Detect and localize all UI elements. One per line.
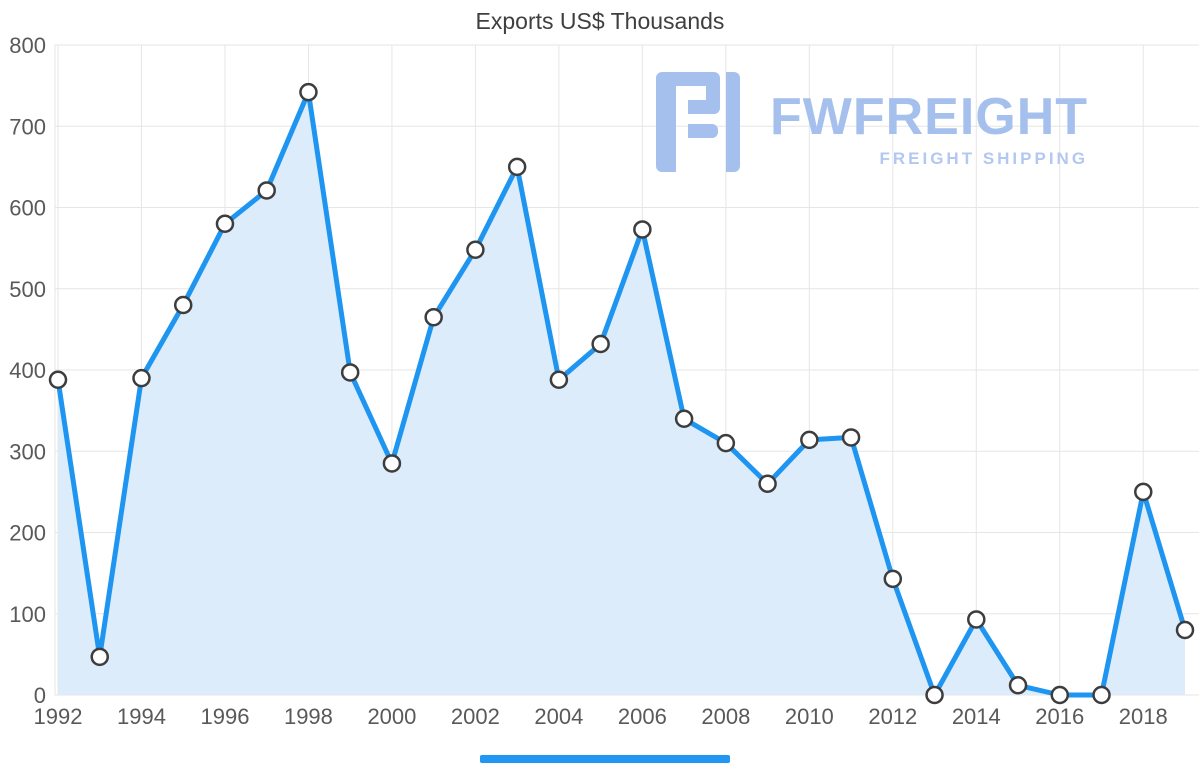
data-point[interactable] xyxy=(507,157,527,177)
data-point[interactable] xyxy=(1175,620,1195,640)
data-point[interactable] xyxy=(1008,676,1028,695)
x-tick-label: 2018 xyxy=(1119,704,1168,729)
x-tick-label: 2012 xyxy=(868,704,917,729)
x-tick-label: 2014 xyxy=(952,704,1001,729)
data-point[interactable] xyxy=(591,334,610,354)
data-point[interactable] xyxy=(674,409,694,428)
data-point[interactable] xyxy=(257,181,276,200)
x-tick-label: 2004 xyxy=(534,704,583,729)
data-point[interactable] xyxy=(883,569,903,589)
data-point[interactable] xyxy=(1092,685,1111,705)
data-point[interactable] xyxy=(90,647,109,667)
data-point[interactable] xyxy=(1134,482,1153,502)
data-point[interactable] xyxy=(758,474,777,493)
x-tick-label: 2006 xyxy=(618,704,667,729)
y-tick-label: 800 xyxy=(9,33,46,58)
series-line xyxy=(55,89,1188,698)
chart-title: Exports US$ Thousands xyxy=(475,8,725,34)
y-tick-label: 600 xyxy=(9,196,46,221)
data-point[interactable] xyxy=(549,370,569,389)
fwfreight-logo-icon xyxy=(656,72,740,172)
x-tick-label: 1996 xyxy=(200,704,249,729)
x-tick-label: 2010 xyxy=(785,704,834,729)
y-tick-label: 400 xyxy=(9,358,46,383)
y-tick-label: 300 xyxy=(9,439,46,464)
x-tick-label: 1994 xyxy=(117,704,166,729)
y-tick-label: 100 xyxy=(9,602,46,627)
watermark-brand: FWFREIGHT xyxy=(770,88,1089,146)
data-point[interactable] xyxy=(173,295,193,315)
y-tick-label: 200 xyxy=(9,521,46,546)
y-tick-label: 700 xyxy=(9,114,46,139)
data-point[interactable] xyxy=(424,307,443,327)
data-point[interactable] xyxy=(925,685,944,705)
data-point[interactable] xyxy=(48,370,68,389)
x-tick-label: 2008 xyxy=(701,704,750,729)
axis-labels: 0 100 200 300 400 500 600 700 800 1992 1994 1996 199… xyxy=(9,33,1167,729)
watermark: FWFREIGHT FREIGHT SHIPPING xyxy=(648,62,1088,182)
x-tick-label: 1992 xyxy=(34,704,83,729)
data-point[interactable] xyxy=(132,368,151,388)
data-points xyxy=(48,82,1195,705)
area-fill xyxy=(58,92,1185,696)
watermark-text: FWFREIGHT FREIGHT SHIPPING xyxy=(770,62,1088,169)
data-point[interactable] xyxy=(340,363,360,382)
x-tick-label: 2002 xyxy=(451,704,500,729)
data-point[interactable] xyxy=(1050,685,1070,705)
data-point[interactable] xyxy=(382,454,402,473)
data-point[interactable] xyxy=(299,82,318,102)
y-tick-label: 500 xyxy=(9,277,46,302)
data-point[interactable] xyxy=(633,220,652,239)
data-point[interactable] xyxy=(800,430,819,450)
x-tick-label: 2016 xyxy=(1035,704,1084,729)
data-point[interactable] xyxy=(841,428,861,447)
scrollbar-thumb[interactable] xyxy=(480,755,730,763)
x-tick-label: 2000 xyxy=(367,704,416,729)
data-point[interactable] xyxy=(466,240,485,259)
data-point[interactable] xyxy=(967,610,986,629)
data-point[interactable] xyxy=(215,214,235,233)
watermark-tagline: FREIGHT SHIPPING xyxy=(879,148,1089,168)
y-tick-label: 0 xyxy=(34,683,46,708)
data-point[interactable] xyxy=(716,433,736,453)
x-tick-label: 1998 xyxy=(284,704,333,729)
